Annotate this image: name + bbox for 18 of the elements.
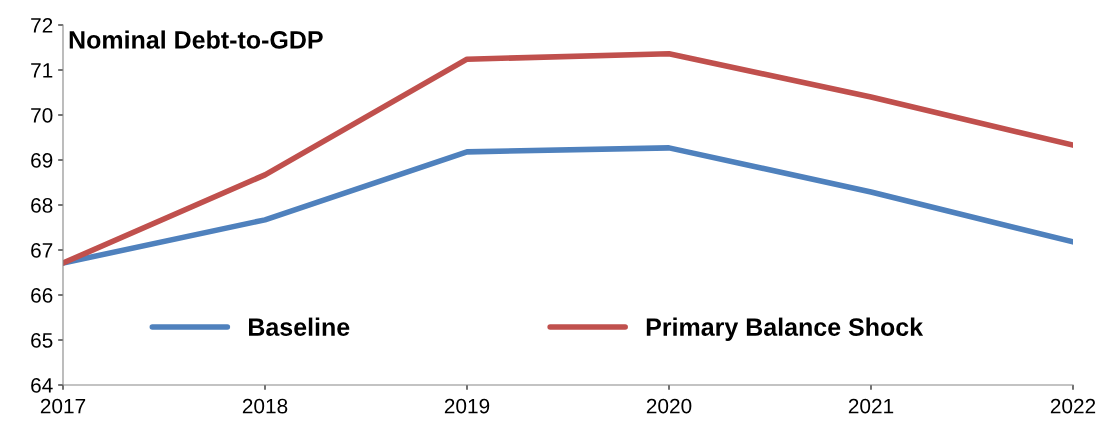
x-tick-label: 2021 bbox=[848, 398, 894, 414]
y-tick-label: 65 bbox=[31, 333, 53, 348]
y-tick-label: 66 bbox=[31, 288, 53, 303]
y-tick-label: 72 bbox=[31, 18, 53, 33]
x-tick-label: 2022 bbox=[1050, 398, 1096, 414]
y-tick-label: 64 bbox=[31, 378, 53, 393]
chart-title: Nominal Debt-to-GDP bbox=[69, 30, 323, 49]
x-tick-label: 2019 bbox=[444, 398, 490, 414]
y-tick-label: 67 bbox=[31, 243, 53, 258]
y-tick-label: 71 bbox=[31, 63, 53, 78]
x-tick-label: 2020 bbox=[646, 398, 692, 414]
x-tick-label: 2017 bbox=[40, 398, 86, 414]
y-tick-label: 69 bbox=[31, 153, 53, 168]
legend-label: Primary Balance Shock bbox=[646, 317, 924, 341]
y-tick-label: 70 bbox=[31, 108, 53, 123]
y-tick-label: 68 bbox=[31, 198, 53, 213]
legend-label: Baseline bbox=[249, 317, 350, 336]
x-tick-label: 2018 bbox=[242, 398, 288, 414]
